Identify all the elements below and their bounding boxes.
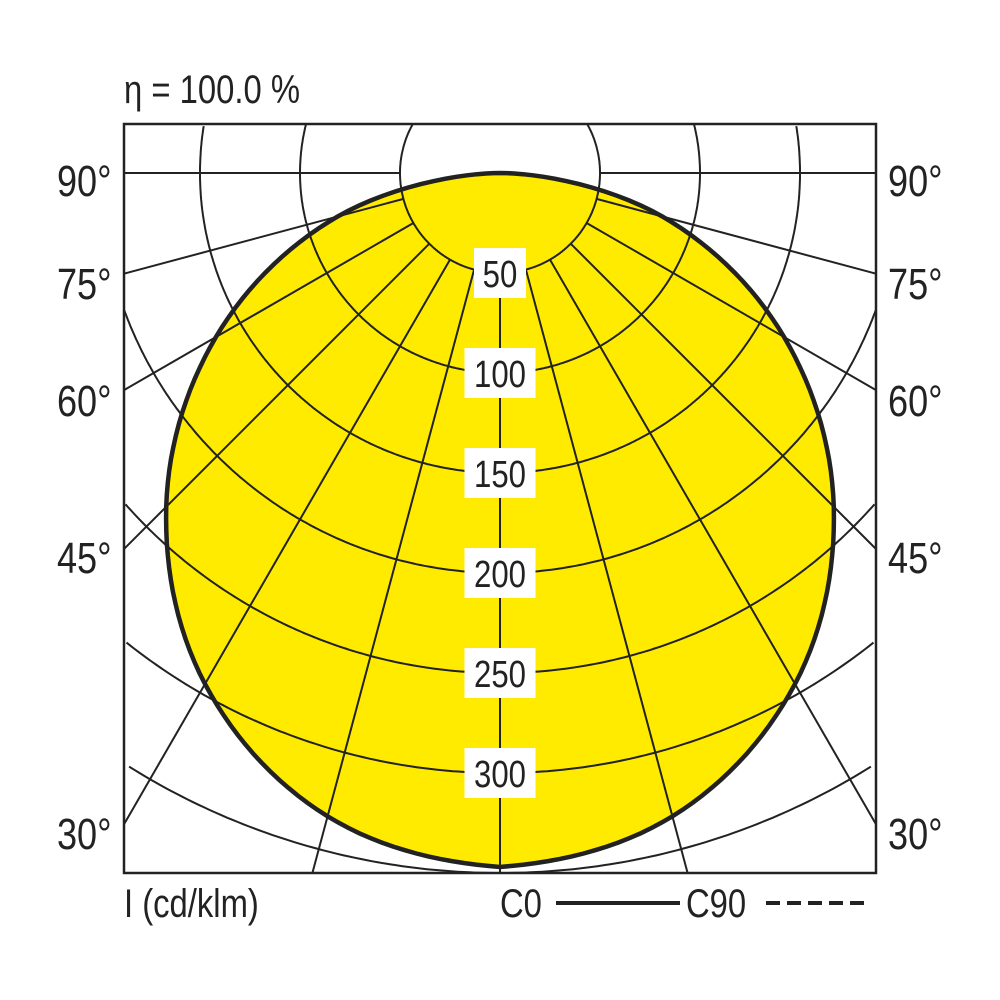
grid-circle-200	[123, 309, 877, 574]
radial-label-bg	[464, 448, 536, 498]
angle-label-left-30: 30°	[57, 810, 112, 859]
legend-c0-label: C0	[500, 882, 542, 926]
angle-label-right-45: 45°	[888, 534, 943, 583]
radial-tick-label: 150	[474, 454, 526, 496]
angle-label-left-45: 45°	[57, 534, 112, 583]
radial-label-bg	[464, 348, 536, 398]
efficiency-title: η = 100.0 %	[124, 68, 300, 112]
angle-label-right-75: 75°	[888, 260, 943, 309]
grid-ray-75	[596, 197, 877, 275]
angle-label-left-90: 90°	[57, 157, 112, 206]
grid-ray-60	[586, 222, 877, 391]
grid-ray-30	[549, 259, 877, 825]
grid-ray-45	[570, 243, 877, 550]
radial-label-bg	[464, 548, 536, 598]
radial-tick-label: 250	[474, 654, 526, 696]
radial-tick-label: 50	[483, 254, 518, 296]
legend-c90-label: C90	[686, 882, 747, 926]
grid-ray--45	[123, 243, 430, 550]
angle-label-right-30: 30°	[888, 810, 943, 859]
intensity-curve-c0	[163, 170, 837, 870]
grid-circle-100	[299, 124, 701, 374]
grid-circle-150	[199, 125, 801, 474]
radial-tick-label: 100	[474, 354, 526, 396]
unit-label: I (cd/klm)	[124, 882, 259, 926]
grid-ray--60	[123, 222, 414, 391]
radial-label-bg	[474, 248, 526, 298]
radial-label-bg	[464, 648, 536, 698]
radial-tick-label: 200	[474, 554, 526, 596]
grid-ray--15	[311, 269, 476, 874]
plot-frame	[122, 122, 878, 875]
grid-ray-15	[524, 269, 689, 874]
grid-circle-350	[128, 765, 872, 874]
grid-circle-250	[124, 503, 876, 674]
radial-label-bg	[464, 748, 536, 798]
angle-label-left-75: 75°	[57, 260, 112, 309]
grid-ray--75	[123, 197, 404, 275]
angle-label-left-60: 60°	[57, 377, 112, 426]
radial-tick-label: 300	[474, 754, 526, 796]
grid-ray--30	[123, 259, 451, 825]
angle-label-right-60: 60°	[888, 377, 943, 426]
grid-circle-300	[125, 641, 875, 774]
angle-label-right-90: 90°	[888, 157, 943, 206]
